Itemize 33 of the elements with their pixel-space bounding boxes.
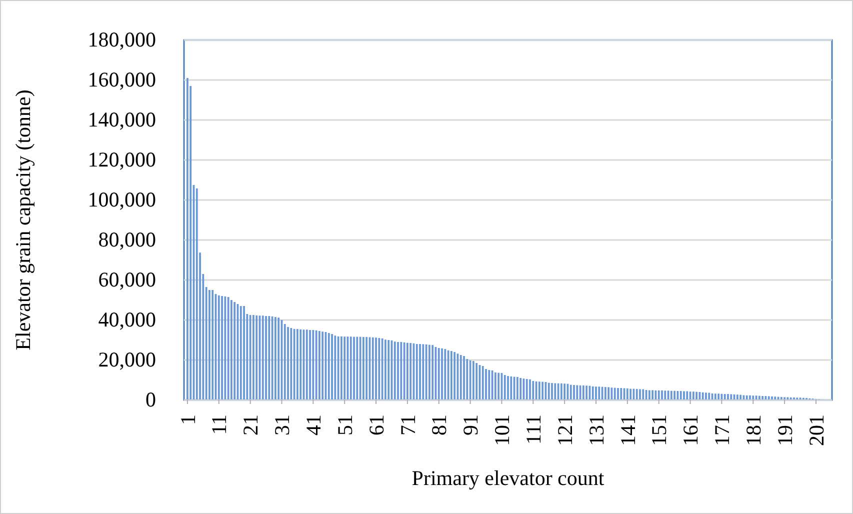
x-tick-label: 11 [207, 414, 232, 435]
y-tick-label: 80,000 [98, 228, 156, 252]
y-tick-label: 120,000 [88, 148, 156, 172]
y-tick-label: 100,000 [88, 188, 156, 212]
x-tick-label: 21 [238, 414, 263, 436]
x-tick-label: 131 [584, 414, 608, 446]
y-tick-label: 60,000 [98, 268, 156, 292]
x-tick-label: 141 [616, 414, 640, 446]
x-tick-label: 101 [490, 414, 514, 446]
x-tick-label: 81 [427, 414, 452, 436]
y-tick-label: 140,000 [88, 108, 156, 132]
x-tick-label: 201 [804, 414, 828, 446]
x-tick-label: 41 [302, 414, 326, 436]
y-tick-label: 20,000 [98, 348, 156, 372]
x-tick-label: 191 [772, 414, 797, 446]
y-tick-label: 160,000 [88, 68, 156, 92]
y-tick-label: 180,000 [88, 28, 156, 52]
x-tick-label: 61 [364, 414, 388, 436]
x-tick-label: 31 [270, 414, 294, 436]
x-tick-label: 181 [741, 414, 766, 446]
x-tick-label: 121 [552, 414, 577, 446]
x-tick-label: 51 [332, 414, 357, 436]
y-tick-label: 0 [146, 388, 156, 412]
x-tick-label: 111 [521, 414, 546, 444]
x-tick-label: 91 [458, 414, 483, 436]
y-axis-title: Elevator grain capacity (tonne) [11, 90, 35, 350]
x-axis-title: Primary elevator count [412, 466, 604, 490]
x-tick-label: 71 [396, 414, 420, 436]
y-tick-label: 40,000 [98, 308, 156, 332]
x-tick-label: 151 [647, 414, 672, 446]
x-tick-label: 1 [176, 414, 200, 425]
x-tick-label: 171 [710, 414, 734, 446]
x-tick-label: 161 [678, 414, 703, 446]
